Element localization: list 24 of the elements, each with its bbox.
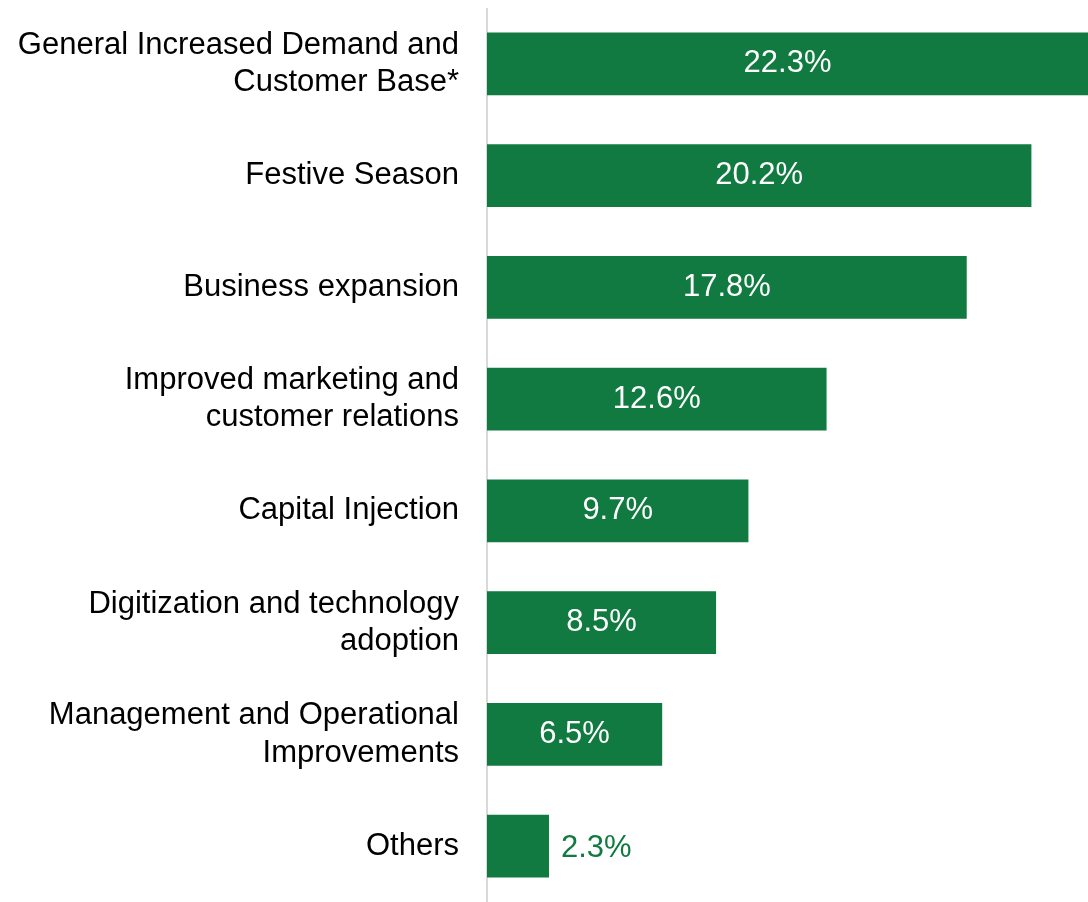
y-tick-label: Improved marketing and customer relations <box>124 361 459 434</box>
y-tick-label: Management and Operational Improvements <box>48 696 459 769</box>
data-label: 22.3% <box>743 44 832 80</box>
data-label: 6.5% <box>539 714 610 750</box>
data-label: 9.7% <box>582 491 654 527</box>
data-label: 12.6% <box>612 379 701 415</box>
data-label: 8.5% <box>566 603 637 639</box>
bar <box>487 703 663 766</box>
data-label: 2.3% <box>560 828 632 864</box>
y-tick-label: Festive Season <box>245 156 459 192</box>
y-tick-label: Digitization and technology adoption <box>88 584 460 657</box>
bar <box>487 814 549 878</box>
bar <box>487 591 717 654</box>
data-label: 20.2% <box>715 156 804 192</box>
bar <box>487 144 1032 207</box>
bar <box>487 32 1088 96</box>
bar <box>487 367 827 431</box>
bar <box>487 479 749 543</box>
y-tick-label: Others <box>365 826 459 862</box>
y-tick-label: Capital Injection <box>238 491 459 527</box>
bar <box>487 256 967 319</box>
y-tick-label: Business expansion <box>183 267 459 303</box>
data-label: 17.8% <box>682 267 771 303</box>
y-tick-label: General Increased Demand and Customer Base* <box>17 25 459 99</box>
